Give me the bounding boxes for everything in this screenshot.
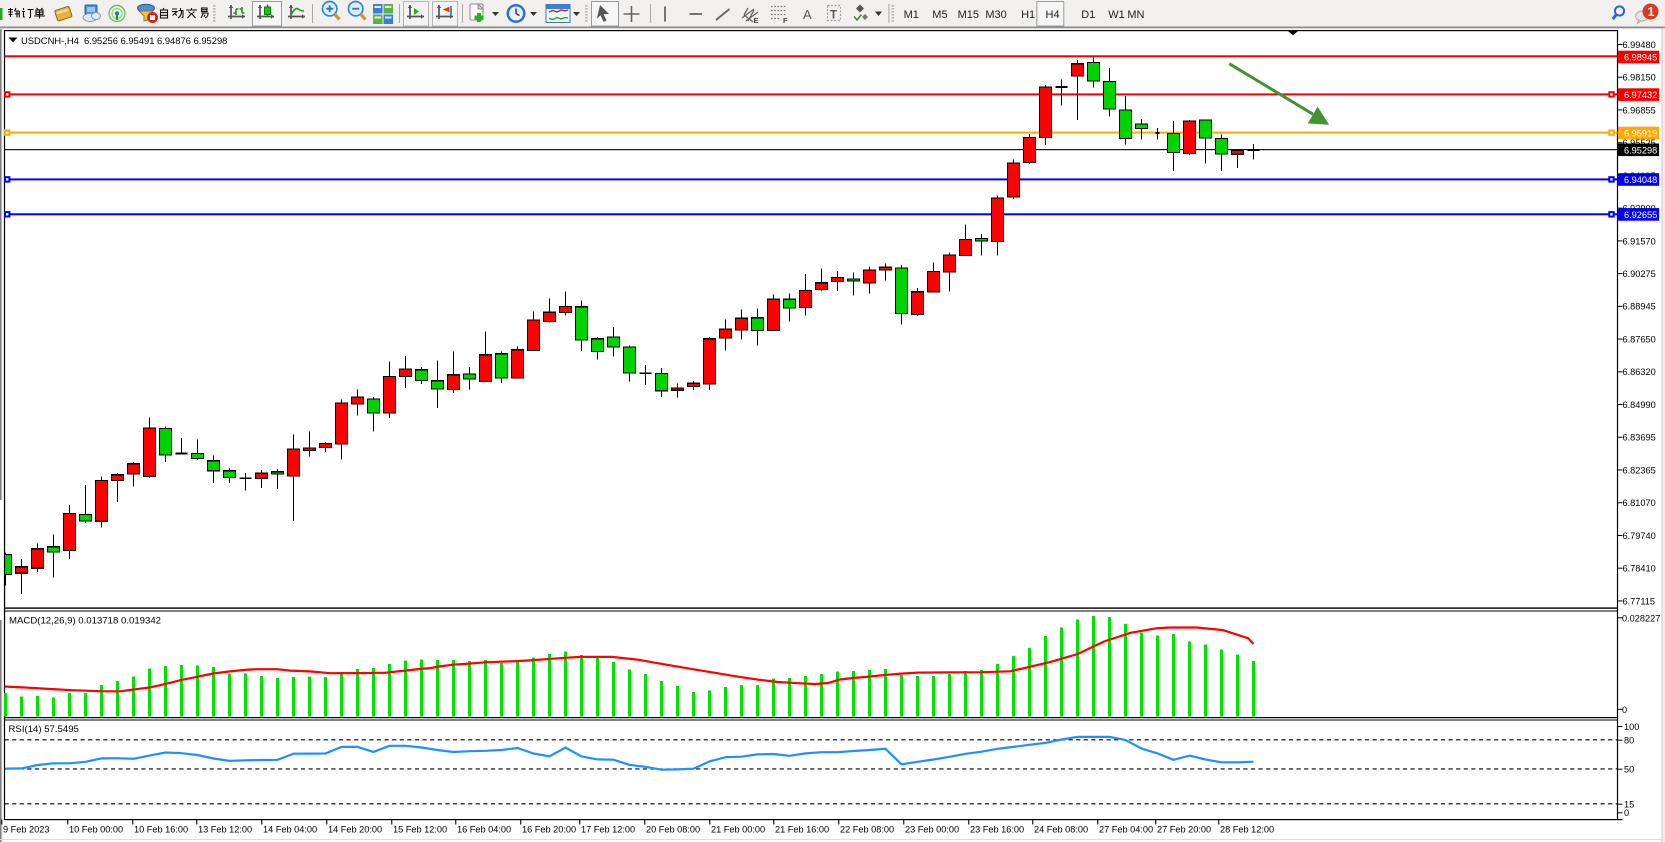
svg-text:6.91570: 6.91570: [1623, 236, 1656, 246]
svg-text:0: 0: [1624, 808, 1629, 818]
svg-text:10 Feb 00:00: 10 Feb 00:00: [69, 825, 123, 835]
svg-text:16 Feb 20:00: 16 Feb 20:00: [522, 825, 576, 835]
svg-text:E: E: [754, 16, 759, 25]
svg-text:0.028227: 0.028227: [1622, 613, 1660, 623]
svg-text:27 Feb 20:00: 27 Feb 20:00: [1157, 825, 1211, 835]
svg-text:16 Feb 04:00: 16 Feb 04:00: [457, 825, 511, 835]
svg-text:20 Feb 08:00: 20 Feb 08:00: [646, 825, 700, 835]
svg-text:6.95298: 6.95298: [1624, 145, 1657, 155]
svg-text:MN: MN: [1127, 9, 1144, 21]
svg-text:50: 50: [1624, 765, 1634, 775]
svg-text:6.78410: 6.78410: [1623, 564, 1656, 574]
svg-text:10 Feb 16:00: 10 Feb 16:00: [134, 825, 188, 835]
svg-text:6.81070: 6.81070: [1623, 498, 1656, 508]
svg-text:21 Feb 16:00: 21 Feb 16:00: [775, 825, 829, 835]
svg-text:6.82365: 6.82365: [1623, 465, 1656, 475]
svg-text:W1: W1: [1108, 9, 1125, 21]
svg-text:24 Feb 08:00: 24 Feb 08:00: [1034, 825, 1088, 835]
svg-text:6.84990: 6.84990: [1623, 400, 1656, 410]
svg-text:H4: H4: [1046, 9, 1060, 21]
svg-text:6.77115: 6.77115: [1623, 596, 1656, 606]
svg-text:0: 0: [1622, 705, 1627, 715]
svg-text:M15: M15: [958, 9, 979, 21]
svg-text:6.87650: 6.87650: [1623, 334, 1656, 344]
svg-text:6.98945: 6.98945: [1624, 53, 1657, 63]
svg-text:M5: M5: [932, 9, 947, 21]
svg-text:6.90275: 6.90275: [1623, 269, 1656, 279]
svg-text:15: 15: [1624, 800, 1634, 810]
svg-text:28 Feb 12:00: 28 Feb 12:00: [1220, 825, 1274, 835]
svg-text:H1: H1: [1021, 9, 1035, 21]
svg-text:6.88945: 6.88945: [1623, 302, 1656, 312]
svg-text:6.79740: 6.79740: [1623, 531, 1656, 541]
svg-text:14 Feb 04:00: 14 Feb 04:00: [263, 825, 317, 835]
svg-text:80: 80: [1624, 736, 1634, 746]
svg-text:6.99480: 6.99480: [1623, 40, 1656, 50]
svg-text:6.86320: 6.86320: [1623, 367, 1656, 377]
svg-text:D1: D1: [1081, 9, 1095, 21]
svg-text:13 Feb 12:00: 13 Feb 12:00: [198, 825, 252, 835]
svg-text:RSI(14) 57.5495: RSI(14) 57.5495: [9, 724, 79, 735]
svg-text:22 Feb 08:00: 22 Feb 08:00: [840, 825, 894, 835]
svg-text:9 Feb 2023: 9 Feb 2023: [3, 825, 50, 835]
svg-text:6.94048: 6.94048: [1624, 175, 1657, 185]
svg-text:A: A: [803, 7, 812, 22]
svg-text:23 Feb 00:00: 23 Feb 00:00: [905, 825, 959, 835]
svg-text:T: T: [830, 9, 837, 21]
svg-text:MACD(12,26,9) 0.013718 0.01934: MACD(12,26,9) 0.013718 0.019342: [9, 616, 161, 627]
svg-text:6.98150: 6.98150: [1623, 73, 1656, 83]
svg-text:23 Feb 16:00: 23 Feb 16:00: [970, 825, 1024, 835]
svg-text:6.95919: 6.95919: [1624, 129, 1657, 139]
svg-text:14 Feb 20:00: 14 Feb 20:00: [328, 825, 382, 835]
svg-text:F: F: [783, 16, 788, 25]
svg-text:27 Feb 04:00: 27 Feb 04:00: [1099, 825, 1153, 835]
svg-text:M30: M30: [985, 9, 1006, 21]
svg-text:6.97432: 6.97432: [1624, 90, 1657, 100]
svg-text:15 Feb 12:00: 15 Feb 12:00: [393, 825, 447, 835]
svg-text:1: 1: [1648, 5, 1655, 19]
svg-text:100: 100: [1624, 722, 1639, 732]
svg-text:M1: M1: [904, 9, 919, 21]
svg-text:6.95525: 6.95525: [1623, 138, 1656, 148]
svg-text:17 Feb 12:00: 17 Feb 12:00: [581, 825, 635, 835]
svg-text:21 Feb 00:00: 21 Feb 00:00: [711, 825, 765, 835]
svg-text:USDCNH-,H4 6.95256 6.95491 6.: USDCNH-,H4 6.95256 6.95491 6.94876 6.952…: [21, 35, 227, 46]
svg-text:6.92655: 6.92655: [1624, 210, 1657, 220]
svg-text:6.96855: 6.96855: [1623, 105, 1656, 115]
svg-text:6.83695: 6.83695: [1623, 433, 1656, 443]
